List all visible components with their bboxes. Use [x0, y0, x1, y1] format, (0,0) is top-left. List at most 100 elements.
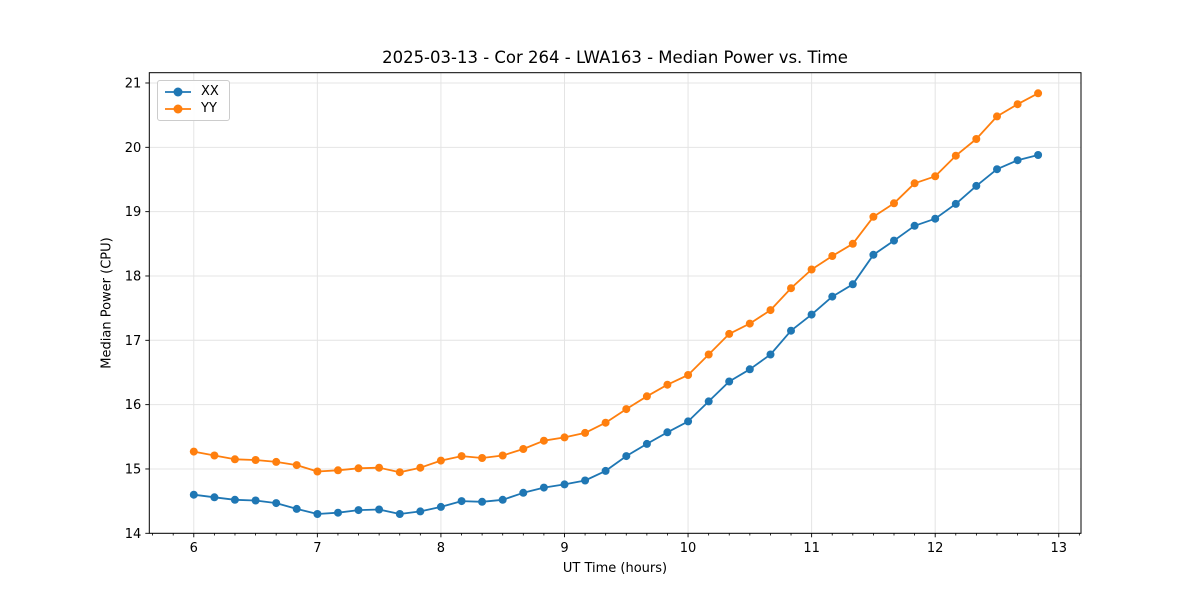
series-yy-point	[478, 454, 487, 462]
series-xx-point	[1013, 156, 1022, 165]
series-yy-point	[210, 451, 219, 460]
series-xx-point	[972, 181, 981, 190]
series-xx-point	[230, 495, 239, 504]
series-yy-point	[622, 405, 631, 414]
series-xx-point	[663, 428, 672, 437]
legend-item-xx: XX	[163, 85, 219, 99]
series-yy-point	[581, 428, 590, 437]
legend-swatch-yy-icon	[165, 104, 191, 114]
x-tick-label: 7	[313, 541, 321, 556]
series-xx-point	[622, 452, 631, 461]
series-xx-point	[334, 508, 342, 517]
axes-spines	[148, 72, 1082, 534]
y-tick-label: 21	[125, 76, 142, 91]
series-yy-point	[684, 371, 693, 379]
x-tick-label: 6	[190, 541, 198, 556]
x-tick-label: 9	[560, 541, 568, 556]
y-tick-label: 19	[125, 205, 142, 220]
series-yy-point	[951, 151, 960, 160]
series-xx-point	[684, 417, 693, 426]
x-tick-label: 10	[680, 541, 697, 556]
x-tick-label: 12	[927, 541, 944, 556]
series-yy-point	[869, 212, 878, 221]
legend-item-yy: YY	[163, 102, 219, 116]
series-xx-point	[601, 466, 610, 475]
series-xx-point	[848, 280, 857, 289]
x-tick-label: 8	[437, 541, 445, 556]
series-xx-point	[189, 490, 198, 499]
series-xx-point	[354, 506, 363, 515]
series-yy-point	[498, 451, 507, 460]
series-yy-point	[292, 461, 301, 470]
series-xx-point	[519, 488, 528, 497]
series-xx-point	[704, 397, 713, 406]
legend-label-yy: YY	[201, 101, 217, 116]
series-yy-point	[848, 239, 857, 248]
series-yy-point	[766, 306, 775, 315]
series-xx-point	[457, 497, 466, 506]
series-xx-point	[725, 377, 734, 386]
legend-label-xx: XX	[201, 84, 219, 99]
y-tick-label: 14	[125, 527, 142, 542]
chart-title: 2025-03-13 - Cor 264 - LWA163 - Median P…	[382, 48, 848, 67]
series-xx-point	[787, 326, 795, 335]
series-xx-point	[292, 504, 301, 513]
series-xx-point	[313, 510, 322, 518]
series-xx-point	[416, 507, 425, 516]
series-xx-point	[560, 480, 569, 489]
series-yy-point	[704, 350, 713, 359]
series-yy-point	[828, 252, 837, 260]
series-yy-line	[193, 92, 1039, 474]
series-yy-point	[745, 319, 754, 328]
series-yy-point	[395, 468, 404, 477]
series-yy-point	[189, 447, 198, 456]
series-xx-point	[766, 350, 775, 359]
series-yy-point	[375, 463, 384, 472]
series-xx-point	[436, 502, 445, 511]
series-xx-point	[951, 199, 960, 208]
legend: XX YY	[157, 80, 230, 121]
series-yy-point	[663, 380, 672, 389]
series-xx-point	[581, 476, 590, 485]
series-yy-point	[272, 457, 281, 466]
series-xx-point	[890, 236, 898, 245]
series-xx-point	[828, 292, 837, 301]
series-xx-point	[807, 310, 816, 319]
series-xx-point	[210, 493, 219, 502]
series-yy-point	[230, 455, 239, 464]
series-yy-point	[910, 179, 919, 188]
series-xx-point	[251, 496, 260, 505]
series-xx-point	[931, 214, 940, 223]
x-tick-label: 11	[803, 541, 820, 556]
y-tick-label: 17	[125, 334, 142, 349]
series-yy-point	[931, 172, 940, 181]
series-xx-point	[642, 439, 651, 448]
series-yy-point	[807, 265, 816, 274]
series-yy-point	[972, 135, 981, 143]
series-yy-point	[642, 392, 651, 401]
series-xx-point	[1034, 151, 1043, 159]
series-xx-point	[993, 165, 1001, 174]
series-yy-point	[560, 433, 569, 442]
series-xx-line	[193, 154, 1039, 515]
series-xx-point	[910, 221, 919, 230]
series-yy-point	[725, 329, 734, 338]
series-yy-point	[416, 463, 425, 472]
y-tick-label: 18	[125, 269, 142, 284]
series-yy-point	[1013, 100, 1022, 109]
x-axis-label: UT Time (hours)	[562, 561, 668, 576]
series-xx-point	[478, 497, 487, 506]
y-tick-label: 20	[125, 141, 142, 156]
series-xx-point	[272, 499, 281, 508]
series-yy-point	[334, 466, 342, 475]
series-yy-point	[313, 467, 322, 476]
y-tick-label: 15	[125, 462, 142, 477]
series-yy-point	[787, 284, 795, 293]
legend-swatch-xx-icon	[165, 87, 191, 97]
series-yy-point	[436, 456, 445, 465]
series-yy-point	[1034, 89, 1043, 98]
series-xx-point	[375, 505, 384, 514]
x-tick-label: 13	[1050, 541, 1067, 556]
